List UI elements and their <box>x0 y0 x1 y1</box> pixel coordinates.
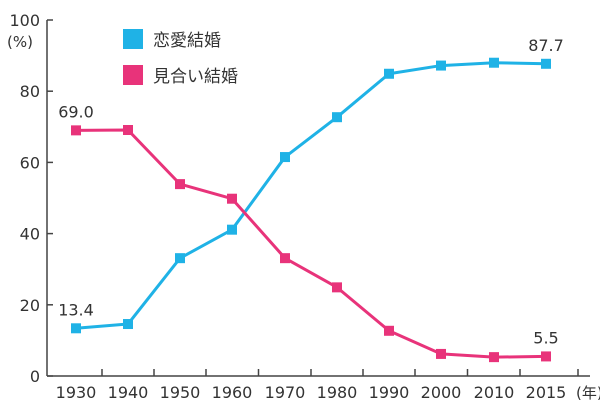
legend-swatch <box>123 65 143 85</box>
data-point <box>123 319 133 330</box>
y-tick-label: 80 <box>20 82 40 101</box>
x-tick-label: 2000 <box>421 383 462 402</box>
data-point <box>384 325 394 336</box>
data-point <box>541 58 551 69</box>
y-tick-label: 60 <box>20 153 40 172</box>
data-point <box>436 348 446 359</box>
series-line <box>75 61 547 330</box>
legend-label: 恋愛結婚 <box>153 30 221 51</box>
data-point <box>227 224 237 235</box>
data-point <box>436 60 446 71</box>
data-label: 5.5 <box>533 328 558 347</box>
data-point <box>332 112 342 123</box>
x-tick-label: 1980 <box>317 383 358 402</box>
x-unit-label: (年) <box>576 384 600 402</box>
data-point <box>280 152 290 163</box>
data-point <box>489 57 499 68</box>
y-tick-label: 40 <box>20 225 40 244</box>
x-tick-label: 1970 <box>265 383 306 402</box>
data-point <box>175 179 185 190</box>
y-tick-label: 100 <box>9 11 40 30</box>
data-point <box>71 323 81 334</box>
x-tick-label: 2015 <box>526 383 567 402</box>
data-point <box>227 193 237 204</box>
data-point <box>71 125 81 136</box>
data-point <box>332 282 342 293</box>
data-point <box>123 125 133 136</box>
data-point <box>489 352 499 363</box>
x-axis-ticks: 1930 1940 1950 1960 1970 1980 1990 2000 2010 2015… <box>56 369 600 402</box>
data-label: 13.4 <box>58 300 94 319</box>
y-tick-label: 20 <box>20 296 40 315</box>
x-tick-label: 1930 <box>56 383 97 402</box>
x-tick-label: 2010 <box>474 383 515 402</box>
data-point <box>280 253 290 264</box>
data-point <box>541 351 551 362</box>
data-label: 69.0 <box>58 102 94 121</box>
y-axis-ticks: 0 20 40 60 80 100 (%) <box>7 11 53 386</box>
legend-label: 見合い結婚 <box>153 67 238 87</box>
x-tick-label: 1990 <box>369 383 410 402</box>
x-tick-label: 1950 <box>160 383 201 402</box>
data-point <box>384 68 394 79</box>
x-tick-label: 1960 <box>212 383 253 402</box>
x-tick-label: 1940 <box>108 383 149 402</box>
series-layer <box>71 57 551 363</box>
series-line <box>75 128 547 359</box>
axes <box>46 20 590 377</box>
data-point <box>175 253 185 264</box>
legend-swatch <box>123 29 143 49</box>
y-unit-label: (%) <box>7 33 33 51</box>
data-label: 87.7 <box>528 36 564 55</box>
y-tick-label: 0 <box>30 367 40 386</box>
data-labels: 13.4 87.7 69.0 5.5 <box>58 36 564 348</box>
